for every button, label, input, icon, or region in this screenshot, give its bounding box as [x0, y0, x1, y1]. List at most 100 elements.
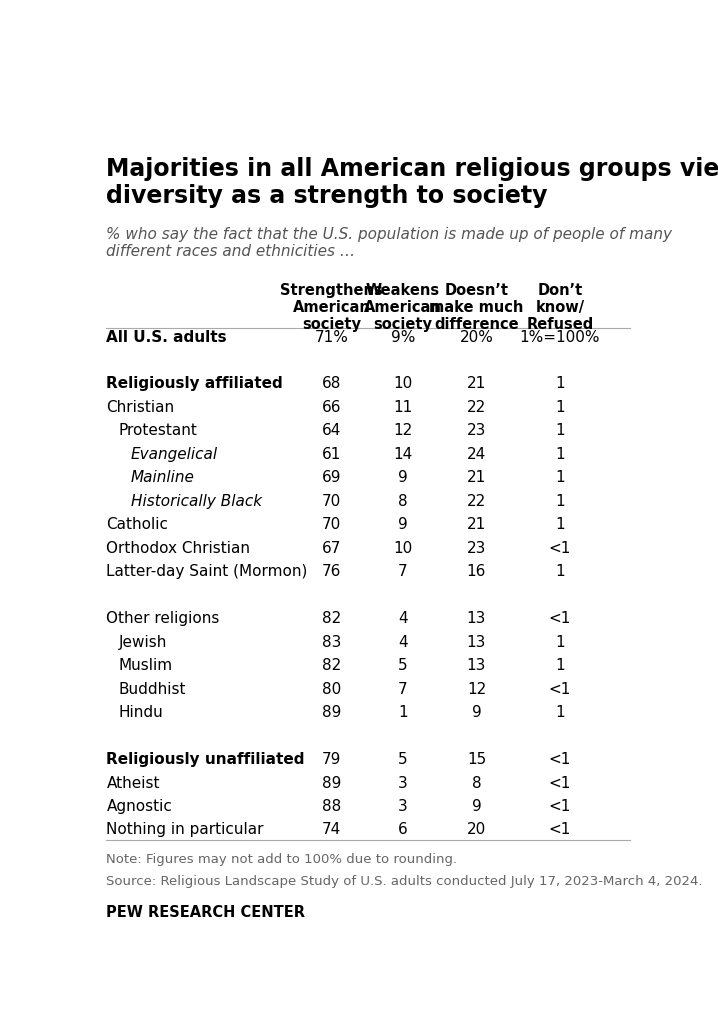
Text: Source: Religious Landscape Study of U.S. adults conducted July 17, 2023-March 4: Source: Religious Landscape Study of U.S… [106, 875, 703, 888]
Text: Majorities in all American religious groups view racial
diversity as a strength : Majorities in all American religious gro… [106, 157, 718, 209]
Text: Atheist: Atheist [106, 775, 160, 791]
Text: Latter-day Saint (Mormon): Latter-day Saint (Mormon) [106, 565, 308, 579]
Text: 89: 89 [322, 705, 342, 720]
Text: 21: 21 [467, 518, 486, 532]
Text: 89: 89 [322, 775, 342, 791]
Text: 23: 23 [467, 541, 486, 555]
Text: 13: 13 [467, 611, 486, 626]
Text: Doesn’t
make much
difference: Doesn’t make much difference [429, 282, 523, 332]
Text: 9: 9 [472, 705, 481, 720]
Text: 67: 67 [322, 541, 342, 555]
Text: <1: <1 [549, 681, 571, 697]
Text: 1: 1 [555, 400, 565, 415]
Text: 1: 1 [555, 518, 565, 532]
Text: 21: 21 [467, 376, 486, 392]
Text: 11: 11 [393, 400, 413, 415]
Text: 13: 13 [467, 658, 486, 673]
Text: 82: 82 [322, 611, 342, 626]
Text: Don’t
know/
Refused: Don’t know/ Refused [526, 282, 594, 332]
Text: 23: 23 [467, 424, 486, 439]
Text: 7: 7 [398, 681, 408, 697]
Text: 88: 88 [322, 799, 342, 814]
Text: Catholic: Catholic [106, 518, 169, 532]
Text: PEW RESEARCH CENTER: PEW RESEARCH CENTER [106, 904, 305, 920]
Text: 7: 7 [398, 565, 408, 579]
Text: 76: 76 [322, 565, 342, 579]
Text: 8: 8 [398, 494, 408, 508]
Text: 66: 66 [322, 400, 342, 415]
Text: 61: 61 [322, 447, 342, 462]
Text: Christian: Christian [106, 400, 174, 415]
Text: 1: 1 [398, 705, 408, 720]
Text: <1: <1 [549, 822, 571, 838]
Text: 1: 1 [555, 565, 565, 579]
Text: 10: 10 [393, 541, 413, 555]
Text: Religiously affiliated: Religiously affiliated [106, 376, 283, 392]
Text: Jewish: Jewish [118, 634, 167, 650]
Text: 12: 12 [393, 424, 413, 439]
Text: 16: 16 [467, 565, 486, 579]
Text: Mainline: Mainline [131, 471, 195, 485]
Text: 6: 6 [398, 822, 408, 838]
Text: Protestant: Protestant [118, 424, 197, 439]
Text: All U.S. adults: All U.S. adults [106, 329, 227, 345]
Text: <1: <1 [549, 541, 571, 555]
Text: 1: 1 [555, 424, 565, 439]
Text: 8: 8 [472, 775, 481, 791]
Text: 1%=100%: 1%=100% [520, 329, 600, 345]
Text: 15: 15 [467, 752, 486, 767]
Text: 70: 70 [322, 494, 342, 508]
Text: <1: <1 [549, 752, 571, 767]
Text: 64: 64 [322, 424, 342, 439]
Text: 22: 22 [467, 400, 486, 415]
Text: 82: 82 [322, 658, 342, 673]
Text: 3: 3 [398, 775, 408, 791]
Text: 22: 22 [467, 494, 486, 508]
Text: 1: 1 [555, 494, 565, 508]
Text: Nothing in particular: Nothing in particular [106, 822, 264, 838]
Text: Buddhist: Buddhist [118, 681, 186, 697]
Text: Hindu: Hindu [118, 705, 164, 720]
Text: <1: <1 [549, 775, 571, 791]
Text: 69: 69 [322, 471, 342, 485]
Text: <1: <1 [549, 611, 571, 626]
Text: 9: 9 [472, 799, 481, 814]
Text: 1: 1 [555, 447, 565, 462]
Text: Historically Black: Historically Black [131, 494, 262, 508]
Text: 68: 68 [322, 376, 342, 392]
Text: 80: 80 [322, 681, 342, 697]
Text: 9: 9 [398, 471, 408, 485]
Text: 10: 10 [393, 376, 413, 392]
Text: Note: Figures may not add to 100% due to rounding.: Note: Figures may not add to 100% due to… [106, 853, 457, 865]
Text: 21: 21 [467, 471, 486, 485]
Text: 20: 20 [467, 822, 486, 838]
Text: 4: 4 [398, 634, 408, 650]
Text: 9: 9 [398, 518, 408, 532]
Text: 5: 5 [398, 752, 408, 767]
Text: 1: 1 [555, 634, 565, 650]
Text: 71%: 71% [315, 329, 349, 345]
Text: 83: 83 [322, 634, 342, 650]
Text: 79: 79 [322, 752, 342, 767]
Text: 14: 14 [393, 447, 413, 462]
Text: 9%: 9% [391, 329, 415, 345]
Text: Religiously unaffiliated: Religiously unaffiliated [106, 752, 305, 767]
Text: 3: 3 [398, 799, 408, 814]
Text: 13: 13 [467, 634, 486, 650]
Text: % who say the fact that the U.S. population is made up of people of many
differe: % who say the fact that the U.S. populat… [106, 227, 673, 259]
Text: 5: 5 [398, 658, 408, 673]
Text: Strengthens
American
society: Strengthens American society [281, 282, 383, 332]
Text: 20%: 20% [460, 329, 493, 345]
Text: 1: 1 [555, 471, 565, 485]
Text: Orthodox Christian: Orthodox Christian [106, 541, 251, 555]
Text: 12: 12 [467, 681, 486, 697]
Text: 1: 1 [555, 705, 565, 720]
Text: 74: 74 [322, 822, 342, 838]
Text: Agnostic: Agnostic [106, 799, 172, 814]
Text: Evangelical: Evangelical [131, 447, 218, 462]
Text: Other religions: Other religions [106, 611, 220, 626]
Text: <1: <1 [549, 799, 571, 814]
Text: 24: 24 [467, 447, 486, 462]
Text: 1: 1 [555, 376, 565, 392]
Text: 1: 1 [555, 658, 565, 673]
